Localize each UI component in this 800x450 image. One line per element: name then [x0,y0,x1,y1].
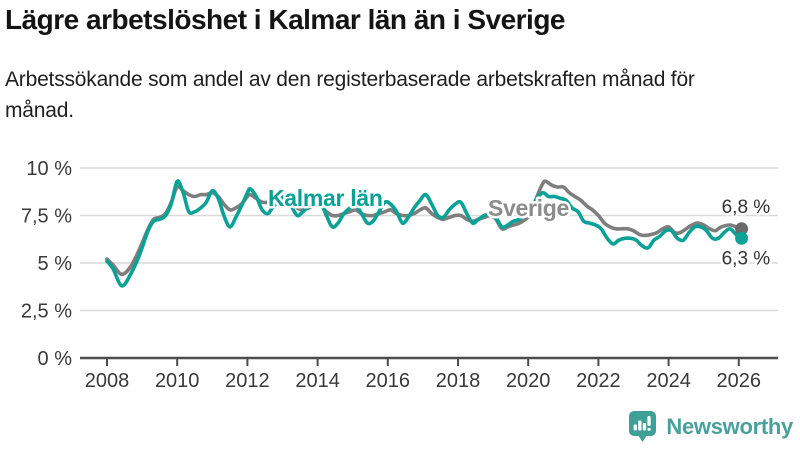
series-label-sverige: Sverige [488,195,569,221]
x-tick-label: 2010 [155,370,200,392]
x-tick-label: 2012 [225,370,270,392]
series-end-dot [735,231,749,245]
page-title: Lägre arbetslöshet i Kalmar län än i Sve… [5,4,566,35]
x-tick-label: 2008 [85,370,130,392]
newsworthy-logo[interactable]: Newsworthy [628,410,793,443]
x-tick-label: 2022 [576,370,621,392]
x-tick-label: 2024 [646,370,691,392]
newsworthy-logo-text: Newsworthy [666,413,793,439]
bar-chart-speech-bubble-icon [629,411,657,442]
x-tick-label: 2018 [436,370,481,392]
x-tick-label: 2016 [366,370,411,392]
y-tick-label: 10 % [26,158,72,180]
x-tick-label: 2026 [717,370,762,392]
y-tick-label: 0 % [38,348,73,370]
y-tick-label: 5 % [38,253,73,275]
series-end-value: 6,3 % [722,248,771,269]
y-tick-label: 2,5 % [21,301,72,323]
x-tick-label: 2014 [295,370,340,392]
series-line-sverige [105,179,744,277]
series-end-value: 6,8 % [722,197,771,218]
series-end-dot [735,222,749,236]
page-subtitle: Arbetssökande som andel av den registerb… [5,68,695,122]
series-line-kalmar-lan [105,179,744,288]
series-label-kalmar-lan: Kalmar län [268,185,383,211]
x-tick-label: 2020 [506,370,551,392]
y-tick-label: 7,5 % [21,206,72,228]
